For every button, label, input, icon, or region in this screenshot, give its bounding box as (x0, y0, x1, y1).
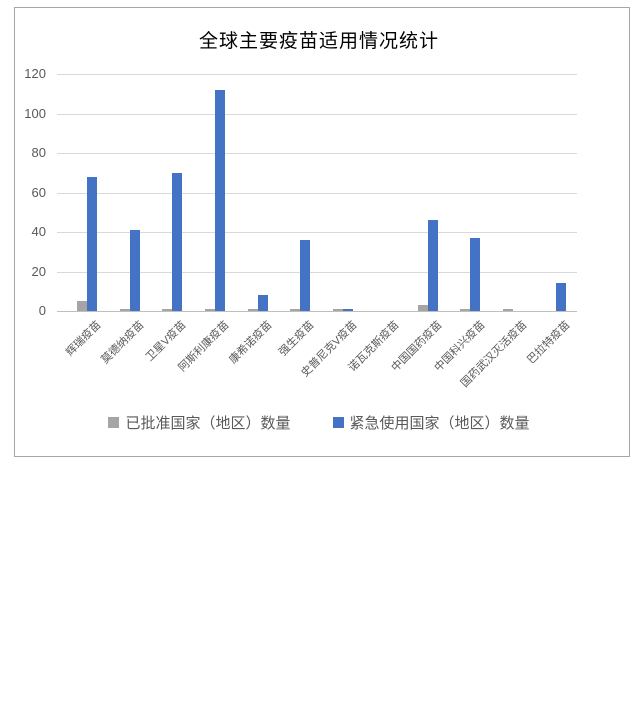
legend-item-emergency: 紧急使用国家（地区）数量 (332, 412, 530, 433)
bar-group (66, 74, 109, 311)
gridline (57, 193, 577, 194)
bar-group (407, 74, 450, 311)
bar-emergency-3 (215, 90, 226, 311)
bar-group (279, 74, 322, 311)
chart-title: 全球主要疫苗适用情况统计 (198, 31, 439, 52)
bar-emergency-8 (427, 220, 438, 311)
legend: 已批准国家（地区）数量 紧急使用国家（地区）数量 (0, 412, 638, 433)
legend-item-approved: 已批准国家（地区）数量 (108, 412, 291, 433)
bar-approved-1 (119, 309, 130, 311)
bar-approved-0 (77, 301, 88, 311)
bar-group (194, 74, 237, 311)
bar-group (321, 74, 364, 311)
bar-approved-10 (503, 309, 514, 311)
bar-approved-3 (205, 309, 216, 311)
y-tick-label: 100 (24, 106, 46, 121)
bar-approved-5 (290, 309, 301, 311)
bar-emergency-6 (342, 309, 353, 311)
y-tick-label: 80 (31, 145, 46, 160)
legend-swatch-icon (332, 417, 344, 428)
gridline (57, 74, 577, 75)
y-tick-label: 0 (38, 303, 46, 318)
bar-approved-2 (162, 309, 173, 311)
bar-group (151, 74, 194, 311)
bar-emergency-1 (129, 230, 140, 311)
gridline (57, 272, 577, 273)
bar-emergency-11 (555, 283, 566, 311)
y-tick-label: 60 (31, 185, 46, 200)
bar-emergency-4 (257, 295, 268, 311)
gridline (57, 232, 577, 233)
gridline (57, 153, 577, 154)
bar-group (534, 74, 577, 311)
gridline (57, 114, 577, 115)
y-tick-label: 120 (24, 66, 46, 81)
bar-group (364, 74, 407, 311)
legend-label: 紧急使用国家（地区）数量 (349, 415, 530, 432)
legend-swatch-icon (108, 417, 120, 428)
bar-emergency-2 (172, 173, 183, 311)
bar-group (236, 74, 279, 311)
bar-group (109, 74, 152, 311)
bar-emergency-9 (470, 238, 481, 311)
bar-groups (66, 74, 577, 311)
bar-group (449, 74, 492, 311)
bar-approved-6 (332, 309, 343, 311)
bar-approved-4 (247, 309, 258, 311)
y-tick-label: 20 (31, 264, 46, 279)
x-axis-line (57, 311, 577, 312)
bar-emergency-0 (87, 177, 98, 311)
bar-approved-8 (417, 305, 428, 311)
bar-emergency-5 (300, 240, 311, 311)
bar-approved-9 (460, 309, 471, 311)
legend-label: 已批准国家（地区）数量 (125, 415, 291, 432)
y-tick-label: 40 (31, 224, 46, 239)
bar-group (492, 74, 535, 311)
